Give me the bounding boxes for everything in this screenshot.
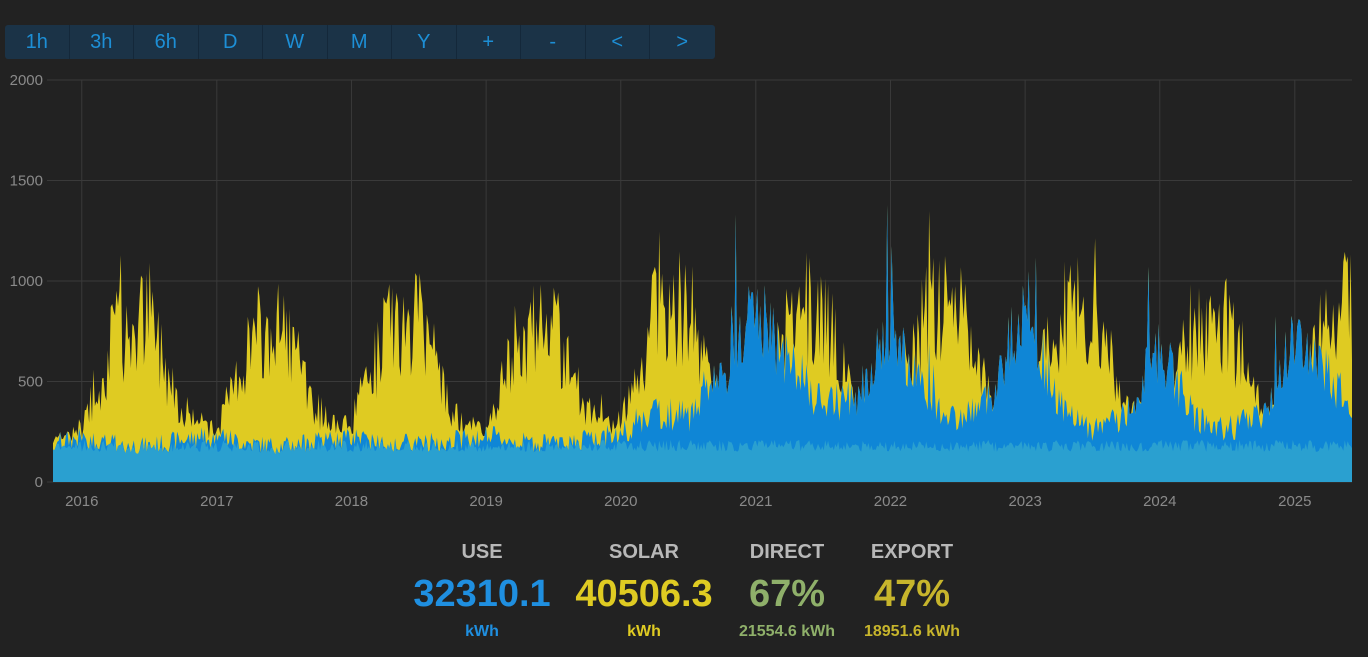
x-tick-label: 2024 (1143, 493, 1176, 510)
range-button-prev[interactable]: < (586, 25, 650, 59)
x-axis-ticks: 2016 2017 2018 2019 2020 2021 2022 2023 2024 2025 (65, 493, 1311, 510)
stat-export-label: EXPORT (870, 541, 954, 563)
x-tick-label: 2016 (65, 493, 98, 510)
range-button-month[interactable]: M (328, 25, 392, 59)
range-button-year[interactable]: Y (392, 25, 457, 59)
y-tick-label: 1500 (10, 173, 43, 190)
y-tick-label: 0 (35, 474, 43, 491)
range-button-zoom-in[interactable]: + (457, 25, 521, 59)
y-tick-label: 2000 (10, 72, 43, 89)
x-tick-label: 2017 (200, 493, 233, 510)
range-button-next[interactable]: > (676, 31, 689, 53)
range-button-zoom-out[interactable]: - (521, 25, 586, 59)
range-button-day[interactable]: D (199, 25, 263, 59)
stat-export-value: 47% (873, 573, 951, 615)
stat-direct-unit: 21554.6 kWh (738, 623, 836, 640)
summary-stats: USE 32310.1 kWh SOLAR 40506.3 kWh DIRECT… (0, 538, 1368, 648)
stat-direct: DIRECT 67% 21554.6 kWh (726, 538, 848, 642)
range-toolbar: 1h 3h 6h D W M Y + - < > (5, 25, 715, 59)
stat-use-unit: kWh (465, 623, 499, 640)
x-tick-label: 2018 (335, 493, 368, 510)
range-button-1h[interactable]: 1h (5, 25, 70, 59)
stat-solar-value: 40506.3 (575, 573, 713, 615)
stat-use-label: USE (461, 541, 503, 563)
y-axis-ticks: 0 500 1000 1500 2000 (10, 72, 43, 491)
stat-solar-unit: kWh (627, 623, 661, 640)
use-series-peaks (53, 205, 1352, 482)
y-tick-label: 1000 (10, 273, 43, 290)
stat-direct-value: 67% (748, 573, 826, 615)
stat-solar-label: SOLAR (609, 541, 679, 563)
range-button-week[interactable]: W (263, 25, 328, 59)
x-tick-label: 2020 (604, 493, 637, 510)
range-button-6h[interactable]: 6h (134, 25, 199, 59)
x-tick-label: 2023 (1008, 493, 1041, 510)
x-tick-label: 2021 (739, 493, 772, 510)
stat-use-value: 32310.1 (413, 573, 551, 615)
x-tick-label: 2019 (469, 493, 502, 510)
x-tick-label: 2022 (874, 493, 907, 510)
stat-export: EXPORT 47% 18951.6 kWh (848, 538, 976, 642)
x-tick-label: 2025 (1278, 493, 1311, 510)
stat-export-unit: 18951.6 kWh (863, 623, 961, 640)
chart-areas (53, 205, 1352, 482)
energy-chart: 0 500 1000 1500 2000 2016 2017 2018 2019 2020 202… (10, 72, 1352, 510)
y-tick-label: 500 (18, 374, 43, 391)
use-series-area (53, 439, 1352, 482)
stat-solar: SOLAR 40506.3 kWh (562, 538, 726, 642)
stat-direct-label: DIRECT (749, 541, 825, 563)
range-button-3h[interactable]: 3h (70, 25, 134, 59)
stat-use: USE 32310.1 kWh (402, 538, 562, 642)
